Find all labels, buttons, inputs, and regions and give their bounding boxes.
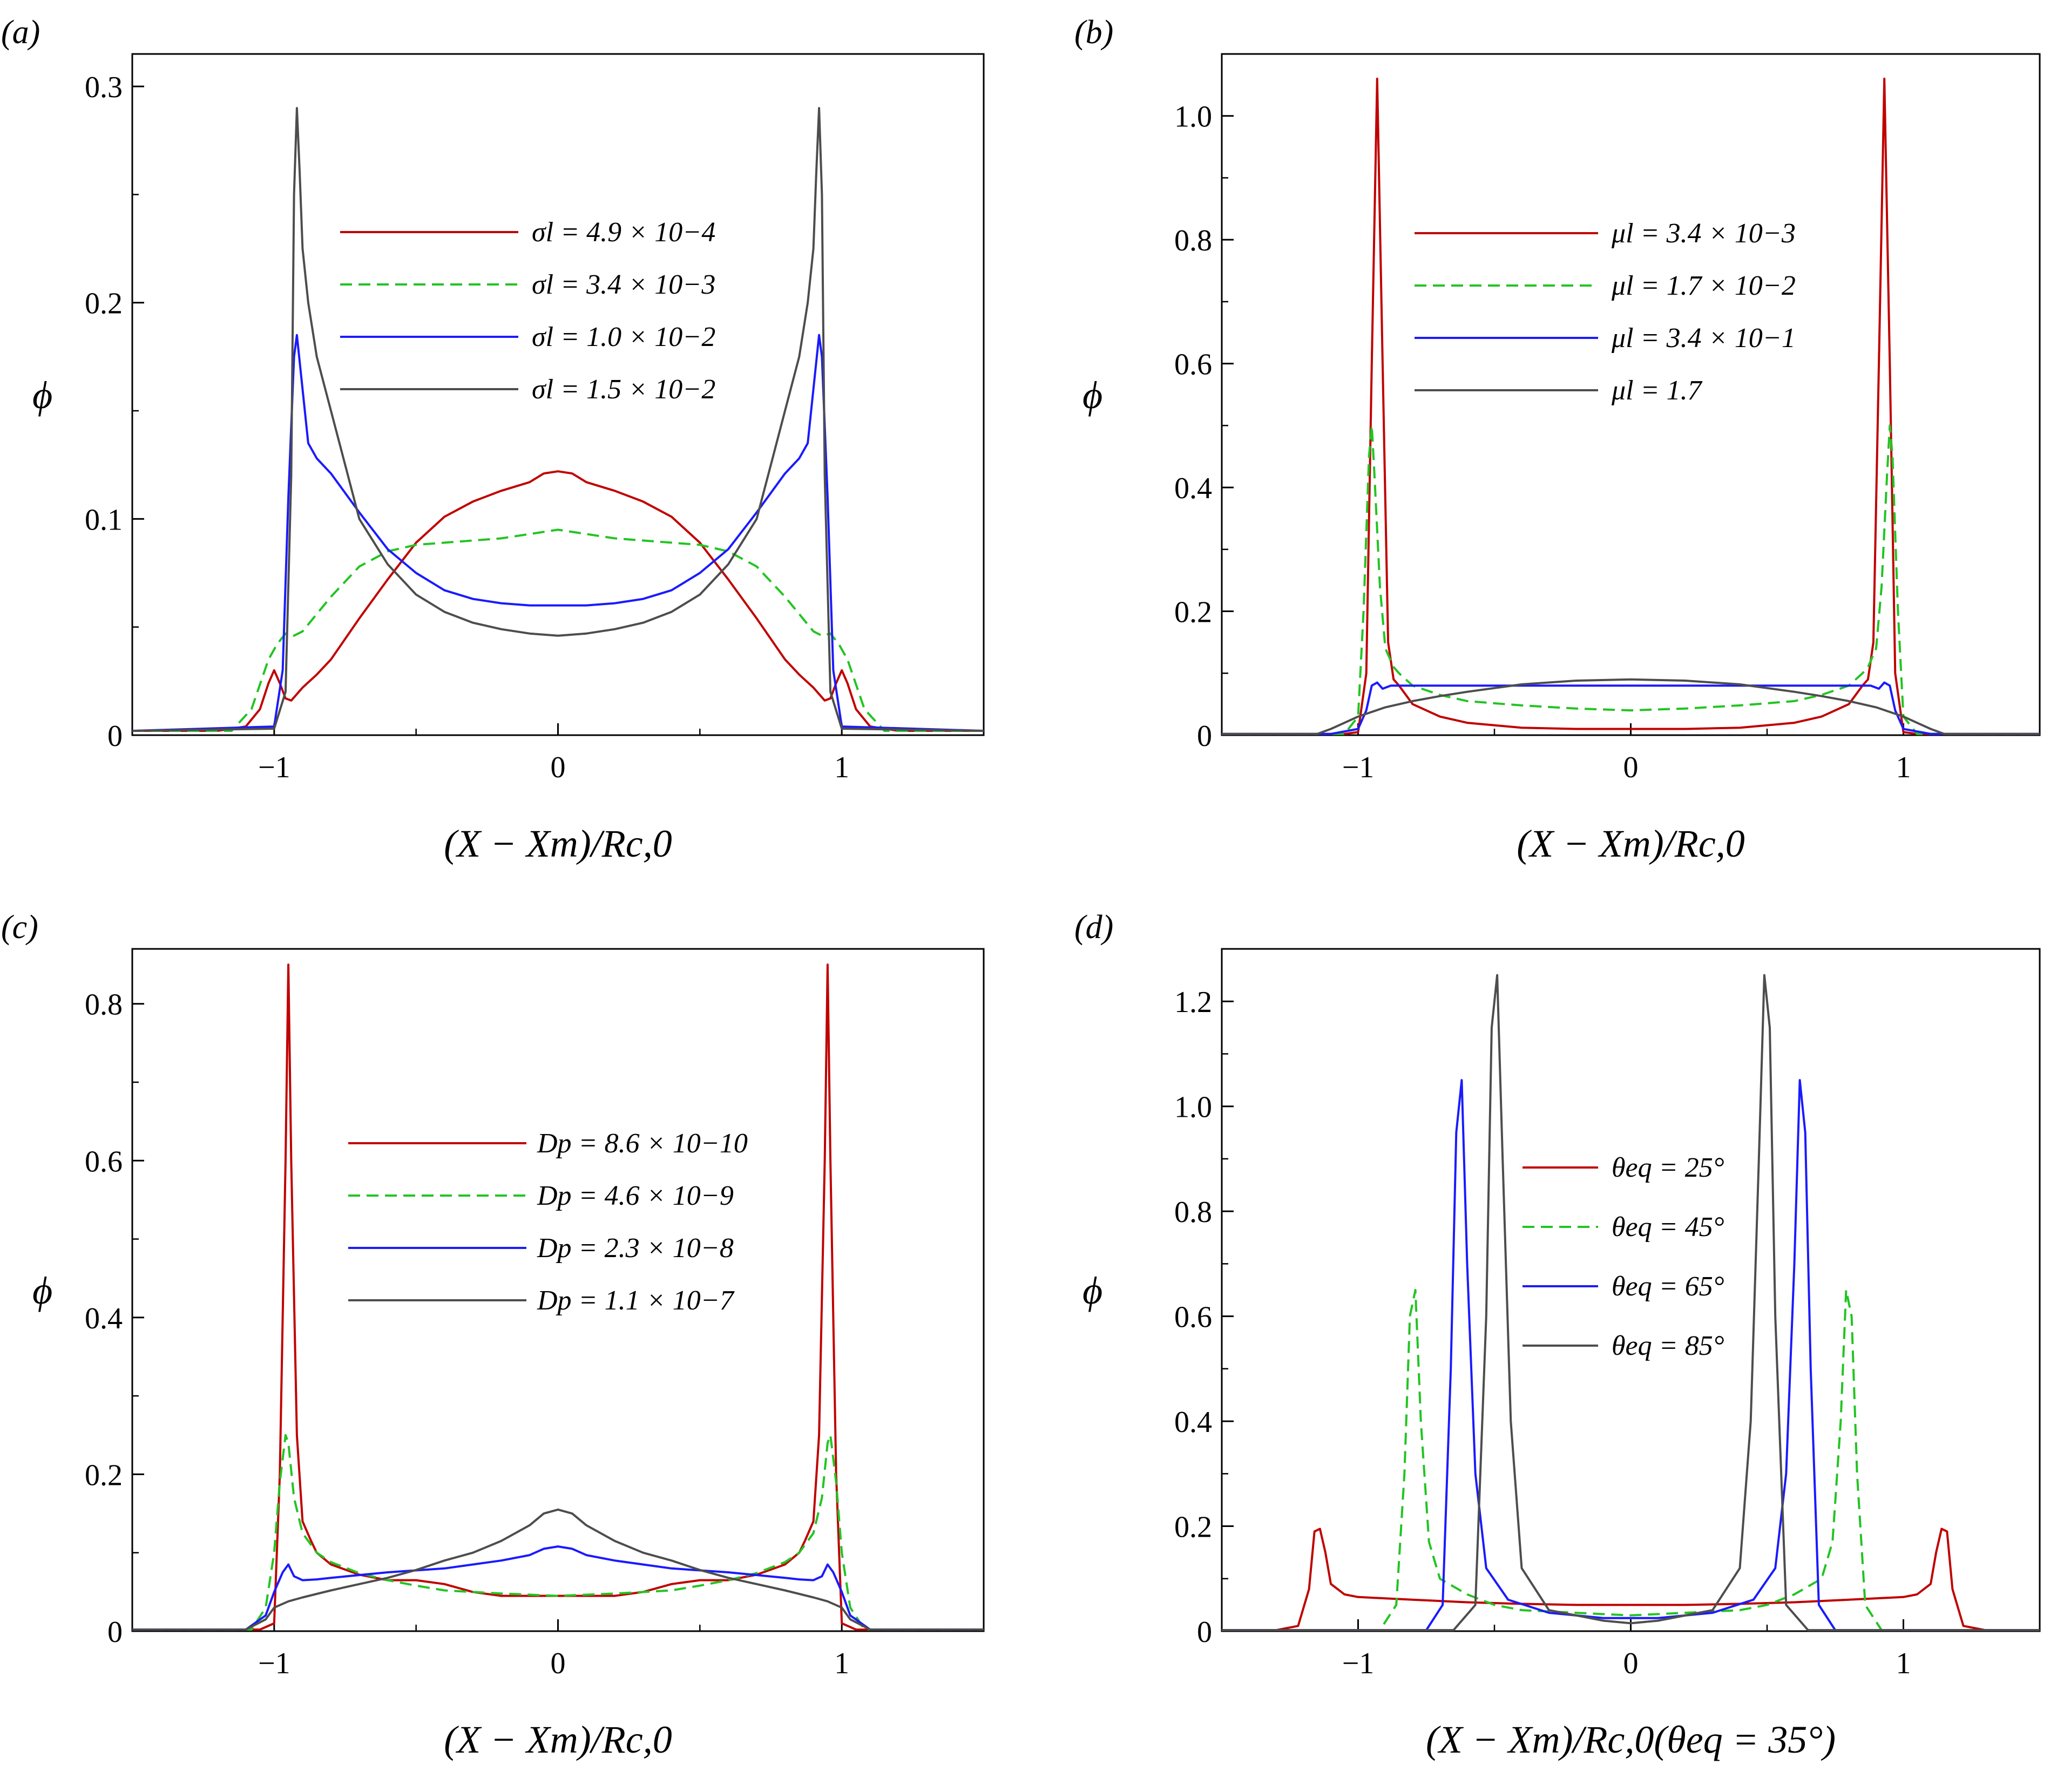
x-axis-label: (X − Xm)/Rc,0 <box>1517 822 1744 865</box>
panel-label: (c) <box>1 909 38 946</box>
series-line-2 <box>132 528 984 732</box>
y-tick-label: 0.8 <box>1174 1196 1212 1229</box>
y-axis-label: ϕ <box>1082 1269 1102 1312</box>
series-line-2 <box>1222 1289 2040 1631</box>
series-line-4 <box>132 107 984 732</box>
series-line-3 <box>132 1545 984 1631</box>
series-line-3 <box>1222 681 2040 735</box>
series-line-1 <box>1222 1528 2040 1631</box>
series-line-3 <box>132 334 984 732</box>
y-tick-label: 0.2 <box>1174 1511 1212 1544</box>
legend-entry-2: μl = 1.7 × 10−2 <box>1611 270 1796 301</box>
series-line-2 <box>1222 424 2040 735</box>
x-tick-label: −1 <box>1342 751 1375 784</box>
panel-label: (d) <box>1074 909 1113 946</box>
panel-label: (b) <box>1074 14 1113 51</box>
legend-entry-3: θeq = 65° <box>1612 1271 1724 1302</box>
panel-a: −1 0 1 0 0.1 0.2 0.3 (a) ϕ (X − Xm)/Rc,0 σl = 4.9 … <box>1 14 985 865</box>
legend-entry-1: μl = 3.4 × 10−3 <box>1611 218 1796 249</box>
y-tick-label: 1.2 <box>1174 986 1212 1019</box>
series-line-2 <box>132 1434 984 1631</box>
x-tick-label: 1 <box>1896 751 1911 784</box>
x-tick-label: −1 <box>258 1647 290 1680</box>
y-tick-label: 0 <box>107 719 123 753</box>
y-tick-label: 0.4 <box>1174 1406 1212 1439</box>
series-line-4 <box>132 1508 984 1631</box>
legend-entry-3: μl = 3.4 × 10−1 <box>1611 323 1796 354</box>
x-tick-label: 1 <box>834 751 849 784</box>
series-line-1 <box>1222 77 2040 735</box>
x-axis-label: (X − Xm)/Rc,0 <box>444 1718 672 1761</box>
x-tick-label: 1 <box>834 1647 849 1680</box>
y-tick-label: 0 <box>1197 719 1212 753</box>
series-line-3 <box>1222 1079 2040 1631</box>
y-tick-label: 0.2 <box>85 287 123 321</box>
y-axis-label: ϕ <box>1082 374 1102 417</box>
legend-entry-2: θeq = 45° <box>1612 1212 1724 1243</box>
x-tick-label: −1 <box>1342 1647 1375 1680</box>
y-tick-label: 0.8 <box>85 988 123 1022</box>
y-axis-label: ϕ <box>32 374 52 417</box>
y-tick-label: 0.2 <box>1174 596 1212 629</box>
panel-label: (a) <box>1 14 40 51</box>
y-tick-label: 0.6 <box>85 1145 123 1178</box>
y-axis-label: ϕ <box>32 1269 52 1312</box>
x-tick-label: −1 <box>258 751 290 784</box>
legend-entry-2: Dp = 4.6 × 10−9 <box>537 1180 734 1211</box>
x-tick-label: 0 <box>1623 1647 1639 1680</box>
y-tick-label: 0.1 <box>85 503 123 537</box>
y-tick-label: 0.6 <box>1174 348 1212 382</box>
series-line-4 <box>1222 678 2040 735</box>
y-tick-label: 0.6 <box>1174 1301 1212 1334</box>
y-tick-label: 1.0 <box>1174 1091 1212 1124</box>
y-tick-label: 0.3 <box>85 71 123 104</box>
legend-entry-4: θeq = 85° <box>1612 1331 1724 1361</box>
y-tick-label: 1.0 <box>1174 100 1212 134</box>
legend-entry-1: Dp = 8.6 × 10−10 <box>537 1128 748 1159</box>
x-tick-label: 0 <box>551 1647 566 1680</box>
series-line-1 <box>132 963 984 1631</box>
legend-entry-4: μl = 1.7 <box>1611 375 1703 406</box>
series-line-1 <box>132 470 984 732</box>
y-tick-label: 0 <box>107 1615 123 1649</box>
legend-entry-3: Dp = 2.3 × 10−8 <box>537 1233 734 1264</box>
x-tick-label: 0 <box>551 751 566 784</box>
x-axis-label: (X − Xm)/Rc,0(θeq = 35°) <box>1426 1718 1836 1761</box>
legend-entry-2: σl = 3.4 × 10−3 <box>532 269 715 300</box>
legend-entry-3: σl = 1.0 × 10−2 <box>532 322 715 352</box>
panel-b: −1 0 1 0 0.2 0.4 0.6 0.8 1.0 (b) ϕ (X − Xm)/Rc,0 μl … <box>1074 14 2041 865</box>
panel-d: −1 0 1 0 0.2 0.4 0.6 0.8 1.0 1.2 (d) ϕ (X − Xm)/Rc,0… <box>1074 909 2041 1761</box>
legend-entry-4: Dp = 1.1 × 10−7 <box>537 1285 735 1316</box>
legend-entry-1: σl = 4.9 × 10−4 <box>532 217 715 248</box>
y-tick-label: 0.8 <box>1174 224 1212 257</box>
x-tick-label: 0 <box>1623 751 1639 784</box>
y-tick-label: 0 <box>1197 1615 1212 1649</box>
series-line-4 <box>1222 974 2040 1631</box>
legend-entry-1: θeq = 25° <box>1612 1152 1724 1183</box>
y-tick-label: 0.4 <box>85 1302 123 1335</box>
legend-entry-4: σl = 1.5 × 10−2 <box>532 374 715 405</box>
x-tick-label: 1 <box>1896 1647 1911 1680</box>
y-tick-label: 0.4 <box>1174 472 1212 505</box>
panel-c: −1 0 1 0 0.2 0.4 0.6 0.8 (c) ϕ (X − Xm)/Rc,0 Dp = 8… <box>1 909 985 1761</box>
y-tick-label: 0.2 <box>85 1458 123 1492</box>
x-axis-label: (X − Xm)/Rc,0 <box>444 822 672 865</box>
